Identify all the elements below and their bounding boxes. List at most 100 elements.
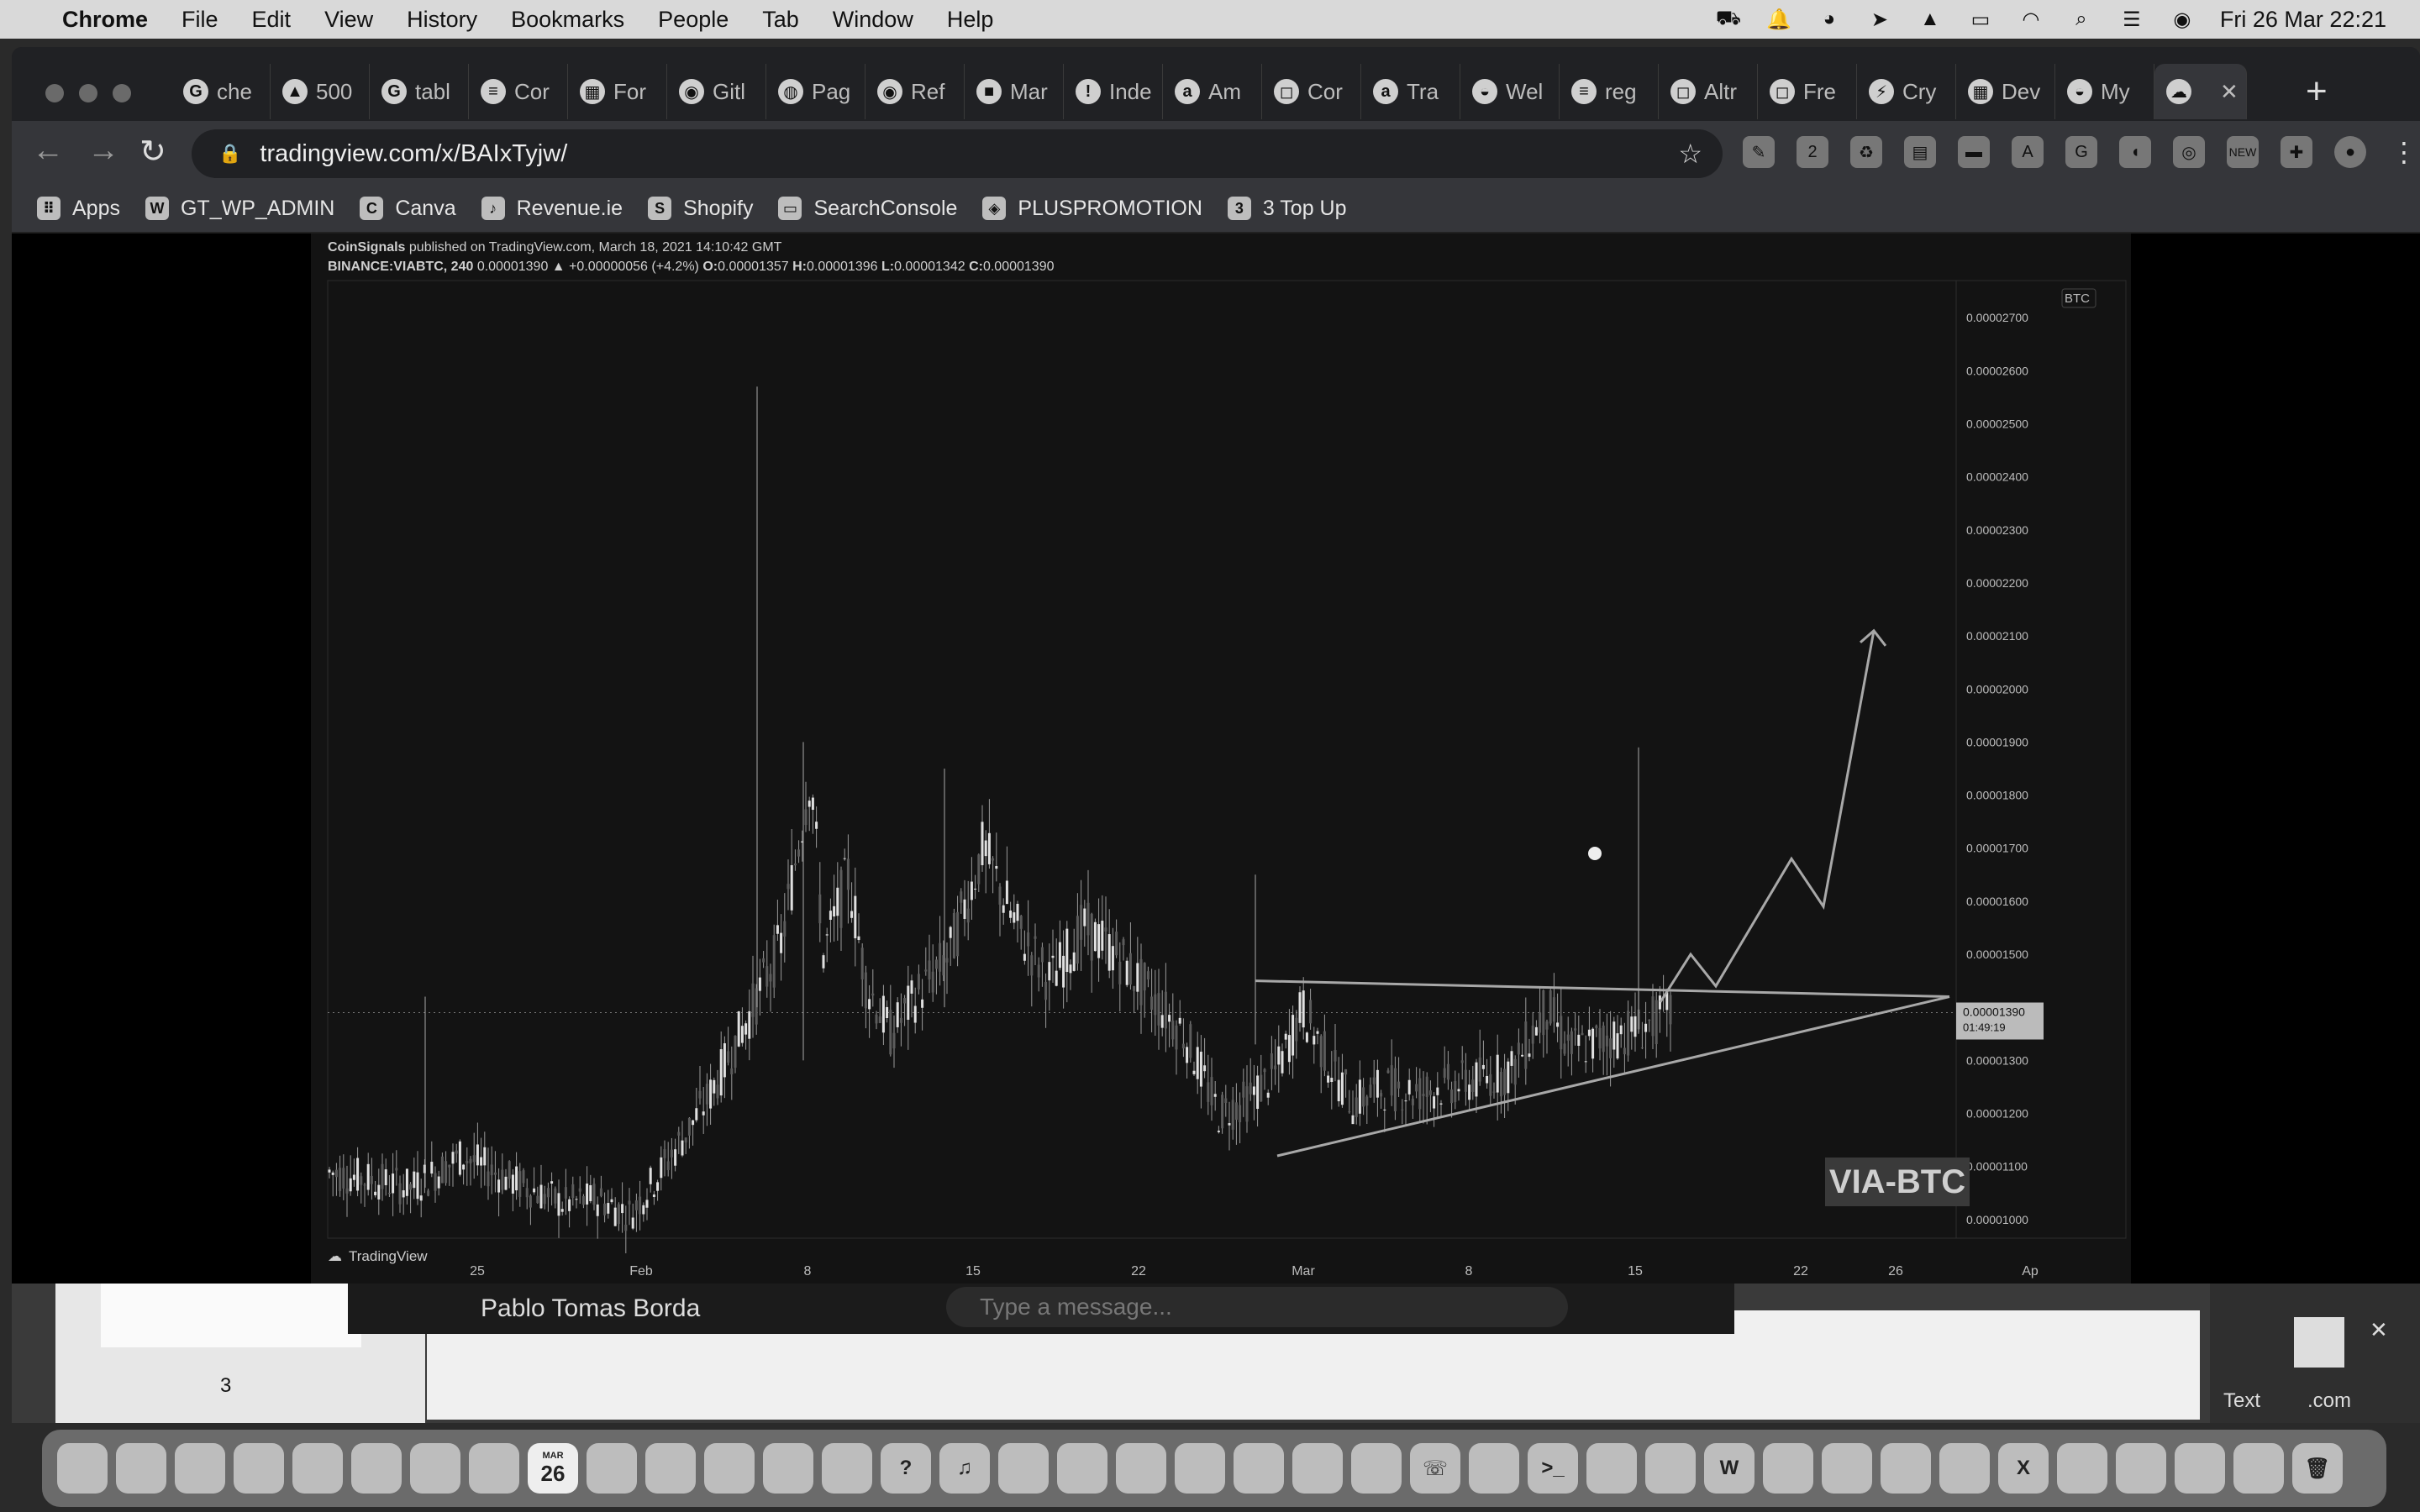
tab-10[interactable]: a Am <box>1163 64 1262 119</box>
bookmark-star-icon[interactable]: ☆ <box>1678 139 1702 169</box>
forklift-icon[interactable]: ⛟ <box>1715 7 1742 29</box>
chat-contact-name[interactable]: Pablo Tomas Borda <box>481 1294 701 1322</box>
tab-20[interactable]: ☁ ✕ <box>2154 64 2247 119</box>
tab-1[interactable]: ▲ 500 <box>271 64 370 119</box>
spider-dock-icon[interactable] <box>1822 1443 1872 1494</box>
sublime-dock-icon[interactable] <box>1645 1443 1696 1494</box>
tab-18[interactable]: ▦ Dev <box>1956 64 2055 119</box>
telegram-icon[interactable]: ➤ <box>1870 8 1888 31</box>
bookmark-7[interactable]: 3 3 Top Up <box>1227 197 1347 221</box>
lock-icon[interactable]: 🔒 <box>218 143 242 164</box>
tab-4[interactable]: ▦ For <box>568 64 667 119</box>
url-text[interactable]: tradingview.com/x/BAIxTyjw/ <box>260 139 568 167</box>
bookmark-5[interactable]: ▭ SearchConsole <box>778 197 957 221</box>
contacts-dock-icon[interactable] <box>645 1443 696 1494</box>
tab-7[interactable]: ◉ Ref <box>865 64 965 119</box>
back-button[interactable]: ← <box>32 133 64 168</box>
new-extension-icon[interactable]: NEW <box>2227 136 2259 168</box>
menu-file[interactable]: File <box>182 6 218 32</box>
profile-avatar-icon[interactable]: ● <box>2334 136 2366 168</box>
tab-19[interactable]: ◒ My <box>2055 64 2154 119</box>
grammarly-extension-icon[interactable]: G <box>2065 136 2097 168</box>
menu-window[interactable]: Window <box>832 6 913 32</box>
menu-edit[interactable]: Edit <box>251 6 292 32</box>
menu-history[interactable]: History <box>407 6 478 32</box>
spotlight-search-icon[interactable]: ⌕ <box>2075 8 2087 30</box>
facetime-dock-icon[interactable] <box>469 1443 519 1494</box>
scripts-dock-icon[interactable] <box>2175 1443 2225 1494</box>
word-dock-icon[interactable]: W <box>1704 1443 1754 1494</box>
zoom-window-button[interactable] <box>113 84 131 102</box>
close-tab-icon[interactable]: ✕ <box>2220 78 2238 104</box>
bookmark-0[interactable]: ⠿ Apps <box>37 197 120 221</box>
circle-extension-icon[interactable]: ◎ <box>2173 136 2205 168</box>
tab-6[interactable]: ◍ Pag <box>766 64 865 119</box>
podcasts-dock-icon[interactable] <box>998 1443 1049 1494</box>
menu-clock[interactable]: Fri 26 Mar 22:21 <box>2219 6 2386 32</box>
recycle-extension-icon[interactable]: ♻ <box>1850 136 1882 168</box>
reload-button[interactable]: ↻ <box>139 134 166 170</box>
diamond-extension-icon[interactable]: 2 <box>1797 136 1828 168</box>
address-bar[interactable]: 🔒 tradingview.com/x/BAIxTyjw/ ☆ <box>192 129 1723 178</box>
new-tab-button[interactable]: + <box>2306 71 2328 112</box>
tab-16[interactable]: ◻ Fre <box>1758 64 1857 119</box>
maps-dock-icon[interactable] <box>351 1443 402 1494</box>
menu-tab[interactable]: Tab <box>762 6 799 32</box>
textedit-dock-icon[interactable] <box>2057 1443 2107 1494</box>
vlc-icon[interactable]: ▲ <box>1920 8 1940 30</box>
letter-a-extension-icon[interactable]: A <box>2012 136 2044 168</box>
menu-app-name[interactable]: Chrome <box>62 6 149 32</box>
tab-8[interactable]: ■ Mar <box>965 64 1064 119</box>
tradingview-footer-label[interactable]: TradingView <box>349 1248 428 1264</box>
screenshot-dock-icon[interactable] <box>1175 1443 1225 1494</box>
help-dock-icon[interactable]: ? <box>881 1443 931 1494</box>
bookmark-4[interactable]: S Shopify <box>648 197 753 221</box>
menu-view[interactable]: View <box>324 6 374 32</box>
printer-extension-icon[interactable]: ▤ <box>1904 136 1936 168</box>
bookmark-1[interactable]: W GT_WP_ADMIN <box>145 197 334 221</box>
app-store-dock-icon[interactable] <box>1057 1443 1107 1494</box>
messages-dock-icon[interactable] <box>234 1443 284 1494</box>
terminal-dock-icon[interactable]: >_ <box>1528 1443 1578 1494</box>
apple-tv-dock-icon[interactable] <box>822 1443 872 1494</box>
siri-icon[interactable]: ◉ <box>2173 8 2191 31</box>
edge-dock-icon[interactable] <box>1292 1443 1343 1494</box>
reminders-dock-icon[interactable] <box>704 1443 755 1494</box>
minimize-window-button[interactable] <box>79 84 97 102</box>
music-dock-icon[interactable]: ♫ <box>939 1443 990 1494</box>
tab-11[interactable]: ◻ Cor <box>1262 64 1361 119</box>
tab-17[interactable]: ⚡ Cry <box>1857 64 1956 119</box>
card-extension-icon[interactable]: ▬ <box>1958 136 1990 168</box>
publisher-name[interactable]: CoinSignals <box>328 240 406 255</box>
finder-dock-icon[interactable] <box>57 1443 108 1494</box>
tab-14[interactable]: ≡ reg <box>1560 64 1659 119</box>
transmit-dock-icon[interactable] <box>1469 1443 1519 1494</box>
tab-5[interactable]: ◉ Gitl <box>667 64 766 119</box>
photos-dock-icon[interactable] <box>410 1443 460 1494</box>
battery-icon[interactable]: ▭ <box>1970 8 1991 31</box>
control-center-icon[interactable]: ☰ <box>2123 8 2141 31</box>
whatsapp-dock-icon[interactable]: ☏ <box>1410 1443 1460 1494</box>
wifi-icon[interactable]: ◠ <box>2022 8 2040 31</box>
forward-button[interactable]: → <box>87 133 119 168</box>
calendar-dock-icon[interactable]: MAR 26 <box>528 1443 578 1494</box>
vlc-dock-icon[interactable] <box>1763 1443 1813 1494</box>
notes-dock-icon[interactable] <box>763 1443 813 1494</box>
tab-9[interactable]: ! Inde <box>1064 64 1163 119</box>
launchpad-dock-icon[interactable] <box>116 1443 166 1494</box>
close-icon[interactable]: ✕ <box>2370 1317 2388 1342</box>
outlook-dock-icon[interactable] <box>1234 1443 1284 1494</box>
activity-monitor-dock-icon[interactable] <box>1351 1443 1402 1494</box>
excel-dock-icon[interactable]: X <box>1998 1443 2049 1494</box>
tab-13[interactable]: ◒ Wel <box>1460 64 1560 119</box>
downloads-dock-icon[interactable] <box>587 1443 637 1494</box>
trash-dock-icon[interactable]: 🗑 <box>2292 1443 2343 1494</box>
system-preferences-dock-icon[interactable] <box>1116 1443 1166 1494</box>
menu-help[interactable]: Help <box>946 6 994 32</box>
camera-dock-icon[interactable] <box>1939 1443 1990 1494</box>
mail-dock-icon[interactable] <box>292 1443 343 1494</box>
price-chart[interactable]: BTC 0.00002700 0.00002600 0.00002500 0.00002… <box>311 234 2131 1284</box>
chat-message-input[interactable]: Type a message... <box>946 1287 1568 1327</box>
